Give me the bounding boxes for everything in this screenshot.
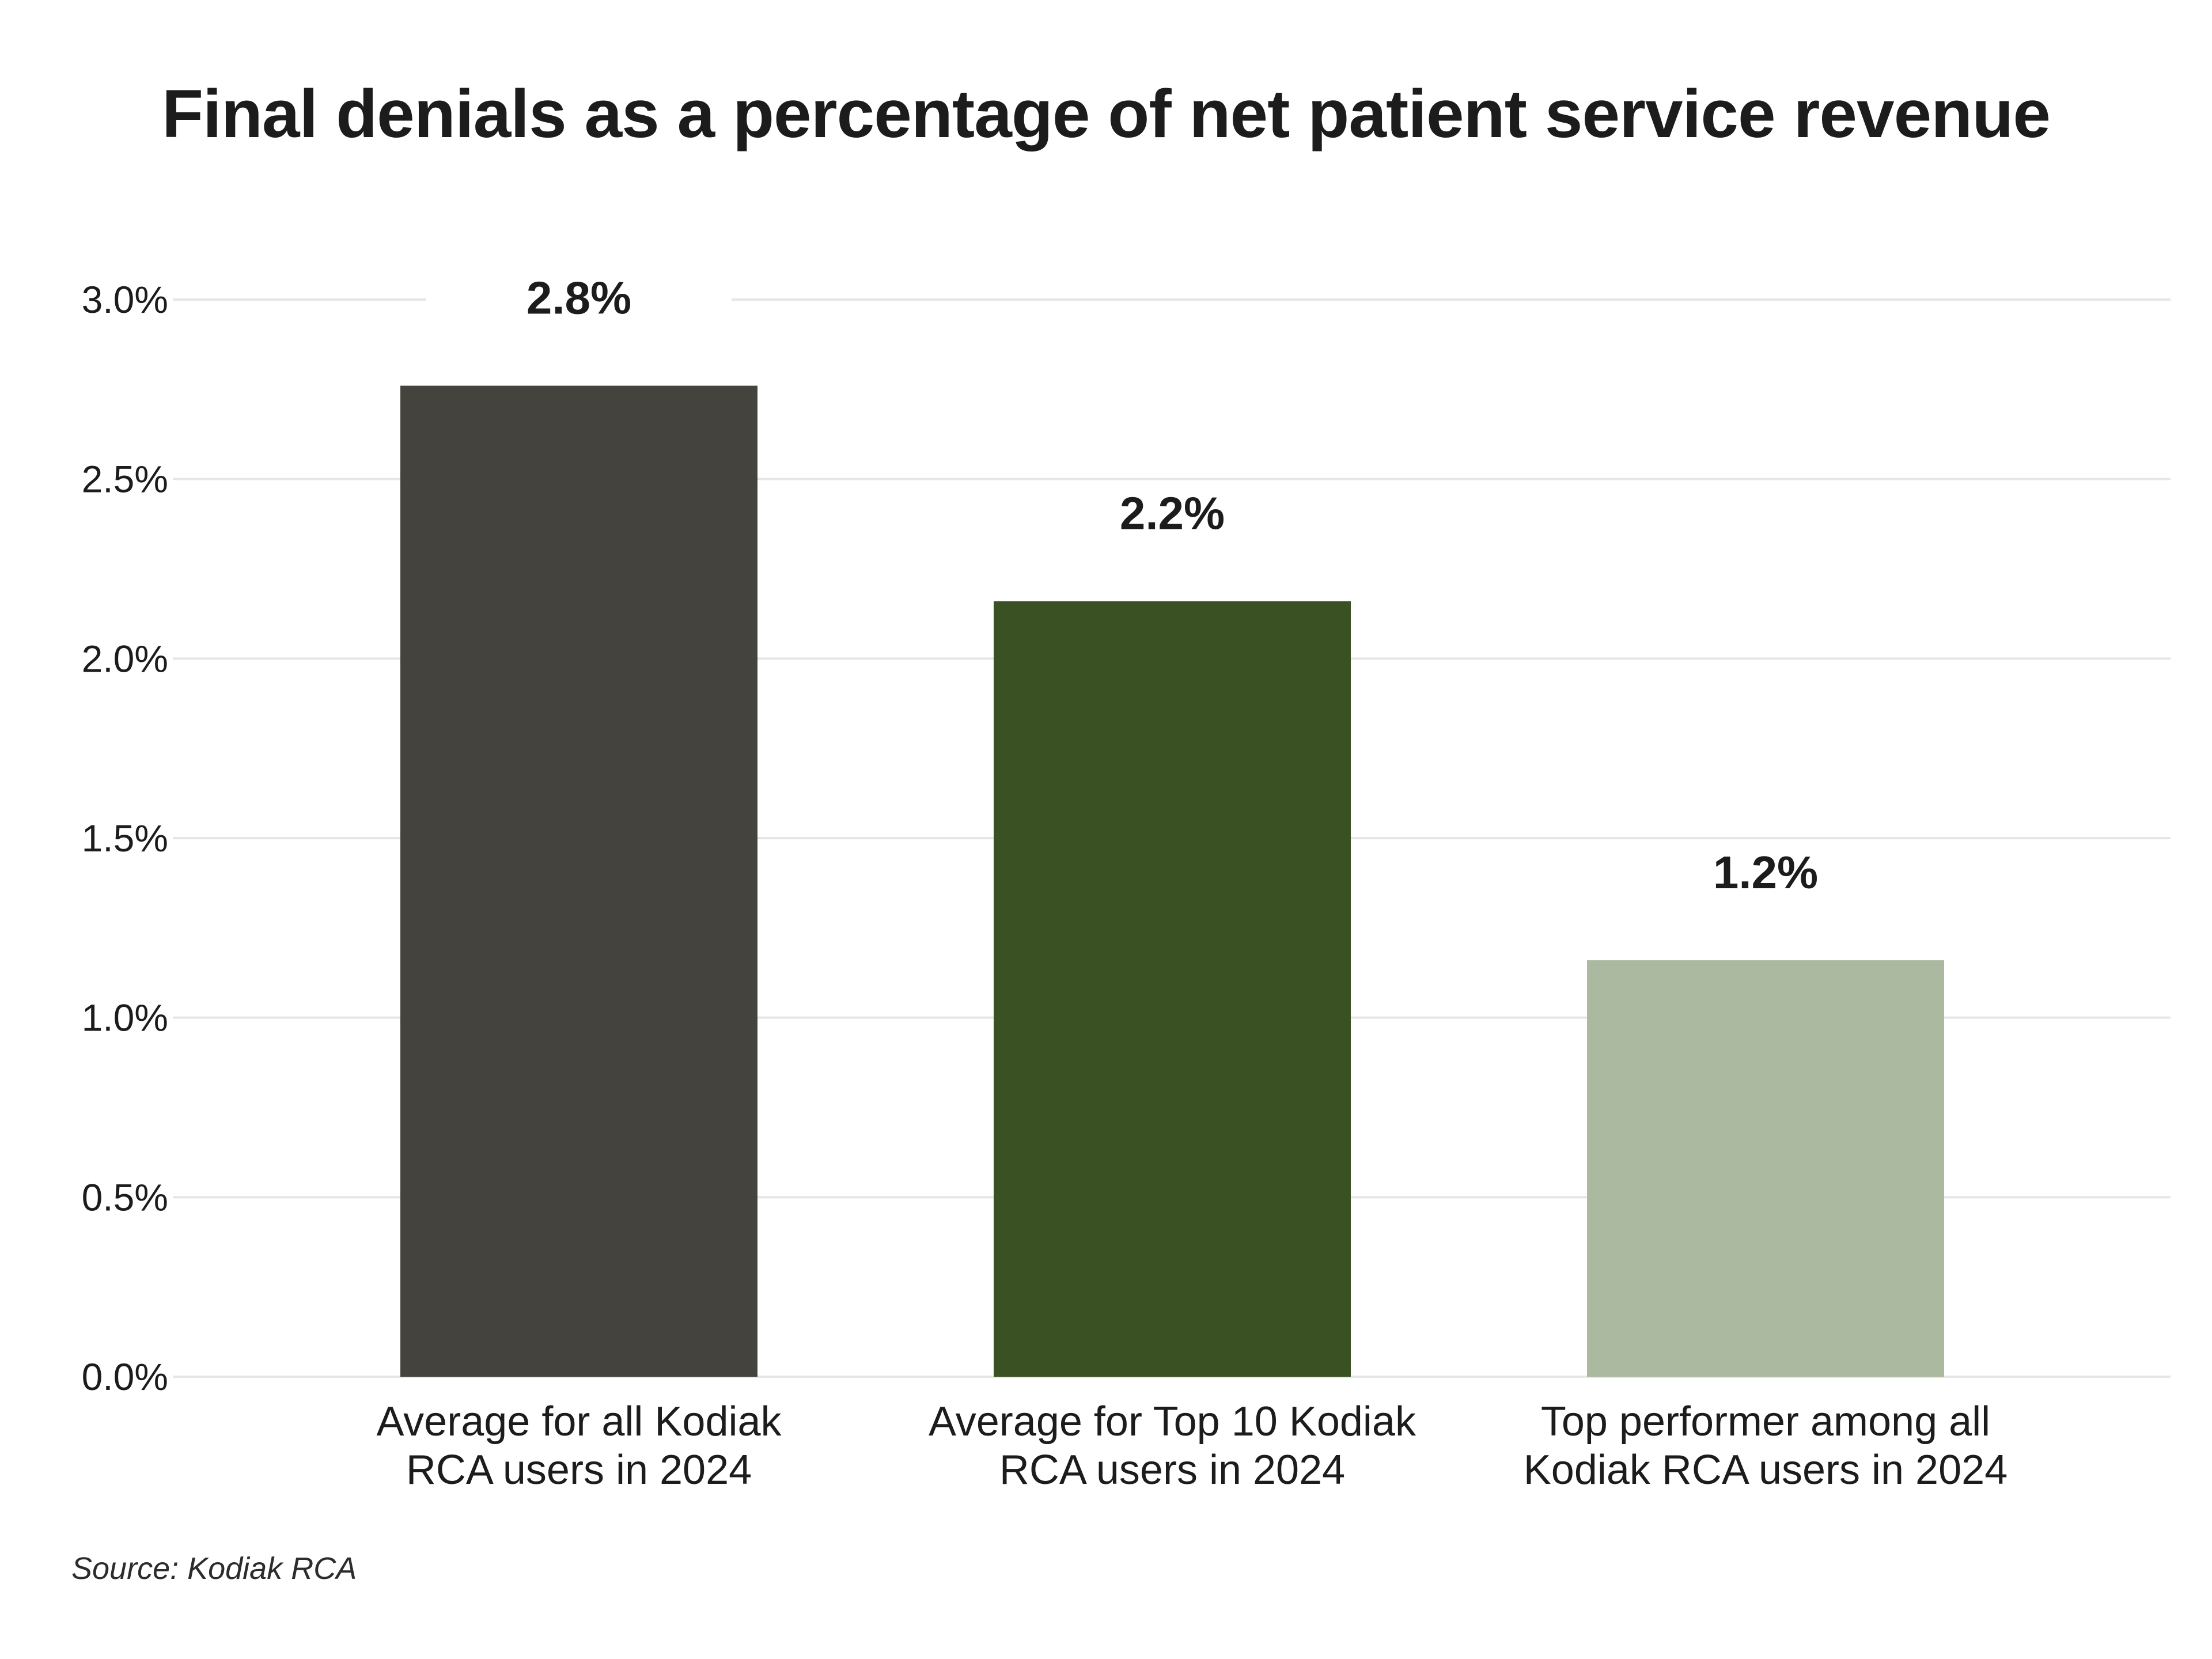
x-tick-label: Kodiak RCA users in 2024 bbox=[1524, 1447, 2008, 1493]
y-tick-label: 0.0% bbox=[82, 1355, 168, 1398]
x-tick-label: Average for Top 10 Kodiak bbox=[929, 1399, 1416, 1445]
y-tick-label: 1.5% bbox=[82, 817, 168, 859]
x-tick-label: Top performer among all bbox=[1541, 1399, 1990, 1445]
source-note: Source: Kodiak RCA bbox=[71, 1551, 357, 1586]
bar bbox=[994, 601, 1351, 1377]
data-label: 2.8% bbox=[527, 272, 631, 324]
x-tick-label: RCA users in 2024 bbox=[406, 1447, 752, 1493]
y-tick-label: 1.0% bbox=[82, 997, 168, 1039]
y-tick-label: 2.5% bbox=[82, 458, 168, 501]
data-label: 1.2% bbox=[1713, 847, 1818, 898]
x-tick-label: Average for all Kodiak bbox=[376, 1399, 782, 1445]
chart-title: Final denials as a percentage of net pat… bbox=[161, 76, 2051, 152]
y-tick-label: 3.0% bbox=[82, 278, 168, 321]
y-tick-label: 0.5% bbox=[82, 1176, 168, 1218]
y-tick-label: 2.0% bbox=[82, 637, 168, 680]
bar bbox=[400, 385, 757, 1377]
data-label: 2.2% bbox=[1120, 488, 1225, 539]
bar bbox=[1587, 960, 1944, 1377]
x-tick-label: RCA users in 2024 bbox=[999, 1447, 1345, 1493]
